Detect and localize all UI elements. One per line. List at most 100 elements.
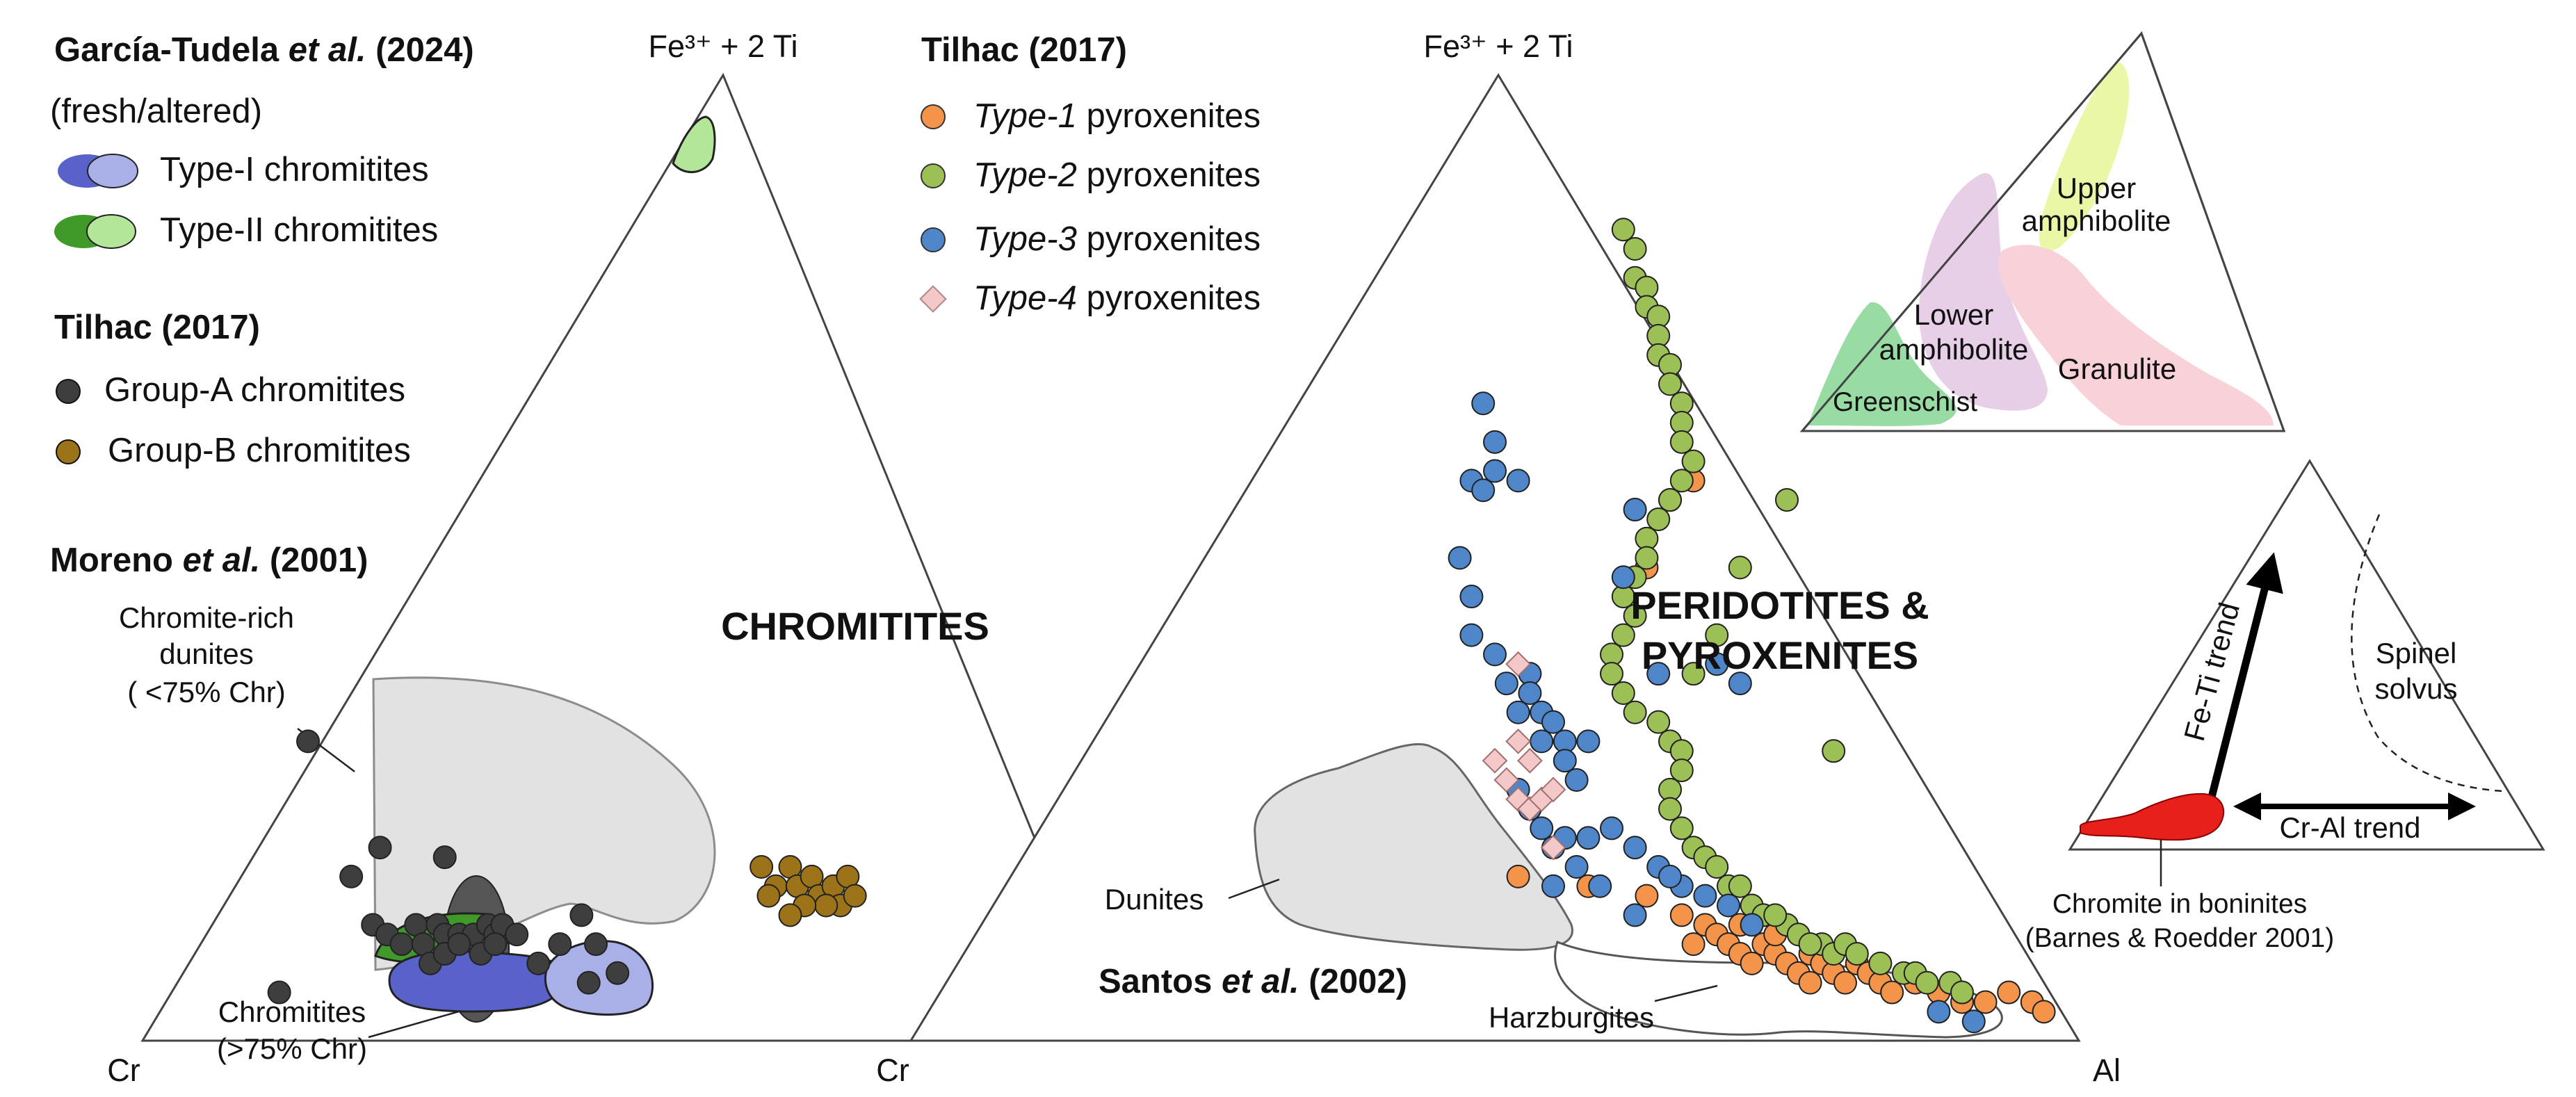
type-3-pyroxenites-point xyxy=(1564,854,1589,879)
cr-al-trend-label: Cr-Al trend xyxy=(2279,811,2420,844)
type-1-pyroxenites-point xyxy=(2032,1000,2056,1024)
type-2-pyroxenites-point xyxy=(1635,546,1659,570)
group-a-legend-marker xyxy=(56,379,81,404)
right-triangle-frame xyxy=(909,73,2081,1042)
santos-source-label: Santos et al. (2002) xyxy=(1099,963,1407,1000)
harzburgites-label-leader xyxy=(1654,984,1718,1002)
type-4-pyroxenites-point xyxy=(1482,747,1508,774)
type-1-pyroxenites-point xyxy=(1798,970,1822,995)
type-2-legend-marker xyxy=(921,163,946,188)
type-ii-altered-field xyxy=(672,115,716,174)
group-b-chromitites-point xyxy=(814,893,839,918)
type-3-pyroxenites-point xyxy=(1693,884,1717,908)
type-2-pyroxenites-point xyxy=(1669,816,1694,840)
type-2-legend-label: Type-2 pyroxenites xyxy=(973,156,1261,194)
type-3-pyroxenites-point xyxy=(1506,469,1530,493)
type-2-pyroxenites-point xyxy=(1915,970,1939,995)
dunites-annotation-line2: dunites xyxy=(159,637,253,670)
chromitites-annotation-line2: (>75% Chr) xyxy=(217,1032,367,1065)
group-b-chromitites-point xyxy=(778,903,802,927)
upper-amphibolite-label-line1: Upper xyxy=(2057,172,2136,204)
type-3-pyroxenites-point xyxy=(1623,903,1647,927)
type-ii-legend-swatch xyxy=(54,214,136,249)
right-ternary: Fe³⁺ + 2 Ti Al PERIDOTITES & PYROXENITES… xyxy=(909,29,2121,1088)
type-4-legend-marker xyxy=(919,285,947,313)
left-data-points xyxy=(267,729,867,1005)
type-3-pyroxenites-point xyxy=(1576,826,1601,850)
type-1-pyroxenites-point xyxy=(1506,864,1530,888)
type-2-pyroxenites-point xyxy=(1845,941,1869,966)
lower-amphibolite-label-line1: Lower xyxy=(1914,298,1993,331)
type-2-pyroxenites-point xyxy=(1705,854,1729,879)
type-2-pyroxenites-point xyxy=(1658,797,1682,821)
dunites-label-leader xyxy=(1228,878,1280,900)
type-3-pyroxenites-point xyxy=(1459,585,1484,609)
type-4-pyroxenites-point xyxy=(1517,747,1543,774)
type-3-pyroxenites-point xyxy=(1600,816,1623,840)
type-3-pyroxenites-point xyxy=(1471,478,1496,503)
chromitites-diagram-label: CHROMITITES xyxy=(721,604,989,648)
type-3-pyroxenites-point xyxy=(1717,893,1740,918)
greenschist-zone xyxy=(1808,302,1957,426)
chromitites-annotation-line1: Chromitites xyxy=(218,996,366,1028)
spinel-solvus-label-line1: Spinel xyxy=(2376,637,2457,669)
greenschist-label: Greenschist xyxy=(1833,387,1977,417)
type-1-pyroxenites-point xyxy=(1997,980,2021,1005)
peridotites-diagram-label-line2: PYROXENITES xyxy=(1642,633,1918,677)
spinel-solvus-curve xyxy=(2351,514,2504,793)
type-1-pyroxenites-point xyxy=(1973,990,1998,1014)
inset-metamorphic-outline xyxy=(1799,31,2286,432)
type-2-pyroxenites-point xyxy=(1775,488,1799,512)
upper-amphibolite-label-line2: amphibolite xyxy=(2022,204,2171,237)
inset-trends: Fe-Ti trend Cr-Al trend Spinel solvus Ch… xyxy=(2025,459,2545,953)
type-2-pyroxenites-point xyxy=(1681,449,1706,473)
type-3-pyroxenites-point xyxy=(1541,874,1565,898)
lower-amphibolite-label-line2: amphibolite xyxy=(1879,333,2029,366)
type-2-pyroxenites-point xyxy=(1600,662,1623,686)
left-legend: García-Tudela et al. (2024) (fresh/alter… xyxy=(50,31,474,579)
type-3-pyroxenites-point xyxy=(1459,623,1484,647)
type-3-pyroxenites-point xyxy=(1448,546,1472,570)
type-3-legend-marker xyxy=(921,227,946,252)
harzburgites-label: Harzburgites xyxy=(1489,1001,1654,1034)
type-2-pyroxenites-point xyxy=(1728,555,1752,580)
type-1-pyroxenites-point xyxy=(1833,970,1857,995)
group-a-chromitites-point xyxy=(569,903,594,927)
type-3-pyroxenites-point xyxy=(1588,874,1612,898)
type-2-pyroxenites-point xyxy=(1669,430,1694,454)
type-2-pyroxenites-point xyxy=(1728,874,1752,898)
group-b-legend-marker xyxy=(56,439,81,464)
type-3-pyroxenites-point xyxy=(1483,642,1507,667)
type-i-legend-label: Type-I chromitites xyxy=(160,151,429,188)
type-3-pyroxenites-point xyxy=(1646,662,1671,686)
type-3-pyroxenites-point xyxy=(1483,459,1507,483)
garcia-legend-subtitle: (fresh/altered) xyxy=(50,92,262,130)
type-3-pyroxenites-point xyxy=(1553,749,1577,773)
right-legend: Tilhac (2017) Type-1 pyroxenites Type-2 … xyxy=(919,31,1261,317)
group-b-chromitites-point xyxy=(750,854,774,879)
moreno-legend-title: Moreno et al. (2001) xyxy=(50,542,368,579)
left-apex-right-label: Cr xyxy=(876,1053,909,1088)
type-1-pyroxenites-point xyxy=(1635,884,1659,908)
type-2-pyroxenites-point xyxy=(1611,623,1635,647)
type-3-pyroxenites-point xyxy=(1611,565,1635,590)
granulite-zone xyxy=(1998,245,2274,425)
group-a-chromitites-point xyxy=(526,951,551,975)
type-3-pyroxenites-point xyxy=(1705,652,1729,676)
tilhac-right-legend-title: Tilhac (2017) xyxy=(921,31,1127,69)
inset-trends-frame xyxy=(2068,459,2545,851)
group-a-chromitites-point xyxy=(389,932,414,957)
type-2-pyroxenites-point xyxy=(1822,739,1846,763)
type-2-pyroxenites-point xyxy=(1868,951,1893,975)
tilhac-left-legend-title: Tilhac (2017) xyxy=(54,309,260,346)
type-2-pyroxenites-point xyxy=(1669,469,1694,493)
type-3-pyroxenites-point xyxy=(1658,864,1682,888)
type-2-pyroxenites-point xyxy=(1658,372,1682,396)
type-2-pyroxenites-point xyxy=(1681,662,1706,686)
left-ternary: Fe³⁺ + 2 Ti Cr Cr CHROMITITES Chromite-r… xyxy=(107,29,1119,1088)
dunites-label: Dunites xyxy=(1105,883,1204,916)
group-a-chromitites-point xyxy=(447,932,471,957)
granulite-label: Granulite xyxy=(2058,352,2176,385)
type-3-pyroxenites-point xyxy=(1728,672,1752,696)
right-apex-right-label: Al xyxy=(2093,1053,2121,1088)
